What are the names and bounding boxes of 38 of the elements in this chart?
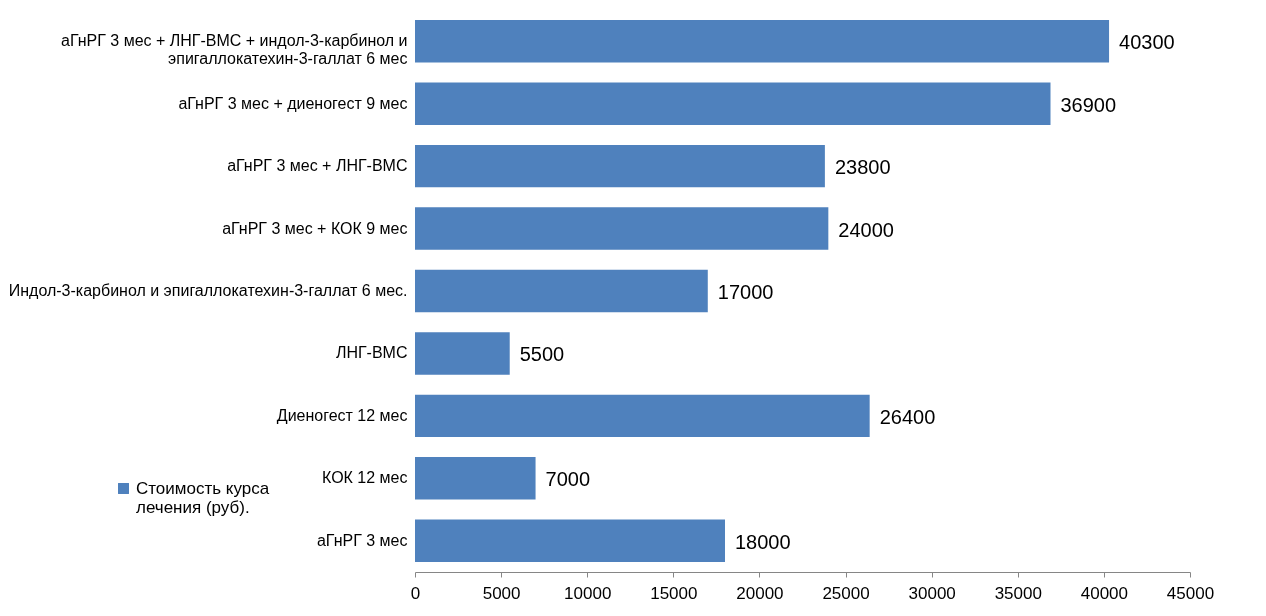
bar	[415, 82, 1051, 125]
bar	[415, 144, 825, 188]
x-tick-label: 30000	[908, 583, 956, 603]
data-label: 23800	[834, 156, 891, 179]
data-label: 5500	[519, 343, 565, 366]
data-label: 36900	[1060, 93, 1117, 116]
x-tick-label: 5000	[482, 583, 521, 603]
data-label: 24000	[838, 218, 894, 241]
data-label: 40300	[1119, 31, 1175, 54]
y-tick-label: Индол-3-карбинол и эпигаллокатехин-3-галлат 6 мес.	[8, 282, 408, 299]
x-tick-label: 15000	[650, 583, 698, 603]
y-tick-label: Диеногест 12 мес	[276, 406, 408, 424]
y-tick-label: ЛНГ-ВМС	[335, 344, 408, 362]
y-tick-label: КОК 12 мес	[322, 469, 408, 487]
legend-label: Стоимость курса лечения (руб).	[136, 478, 270, 517]
y-tick-label: аГнРГ 3 мес + ЛНГ-ВМС + индол-3-карбинол и эпигаллокатехин-3-галлат 6 мес	[61, 32, 408, 68]
bar	[415, 457, 536, 500]
x-tick-label: 35000	[994, 583, 1042, 603]
bar	[415, 332, 510, 375]
bar	[415, 269, 708, 313]
x-tick-label: 40000	[1080, 583, 1129, 603]
x-tick-label: 0	[410, 583, 421, 603]
y-tick-label: аГнРГ 3 мес + диеногест 9 мес	[178, 94, 408, 112]
y-tick-label: аГнРГ 3 мес + КОК 9 мес	[222, 219, 408, 237]
bar	[415, 207, 829, 250]
y-tick-label: аГнРГ 3 мес + ЛНГ-ВМС	[227, 157, 408, 175]
bar	[415, 394, 870, 438]
x-tick-label: 45000	[1166, 583, 1215, 603]
data-label: 17000	[717, 281, 774, 303]
x-tick-label: 25000	[822, 583, 870, 603]
y-tick-label: аГнРГ 3 мес	[316, 531, 408, 549]
data-label: 18000	[735, 530, 791, 553]
data-label: 7000	[545, 468, 591, 491]
x-tick-label: 10000	[564, 583, 612, 603]
bar	[415, 19, 1110, 63]
data-label: 26400	[879, 405, 936, 428]
x-tick-label: 20000	[736, 583, 784, 603]
bar	[415, 519, 725, 563]
